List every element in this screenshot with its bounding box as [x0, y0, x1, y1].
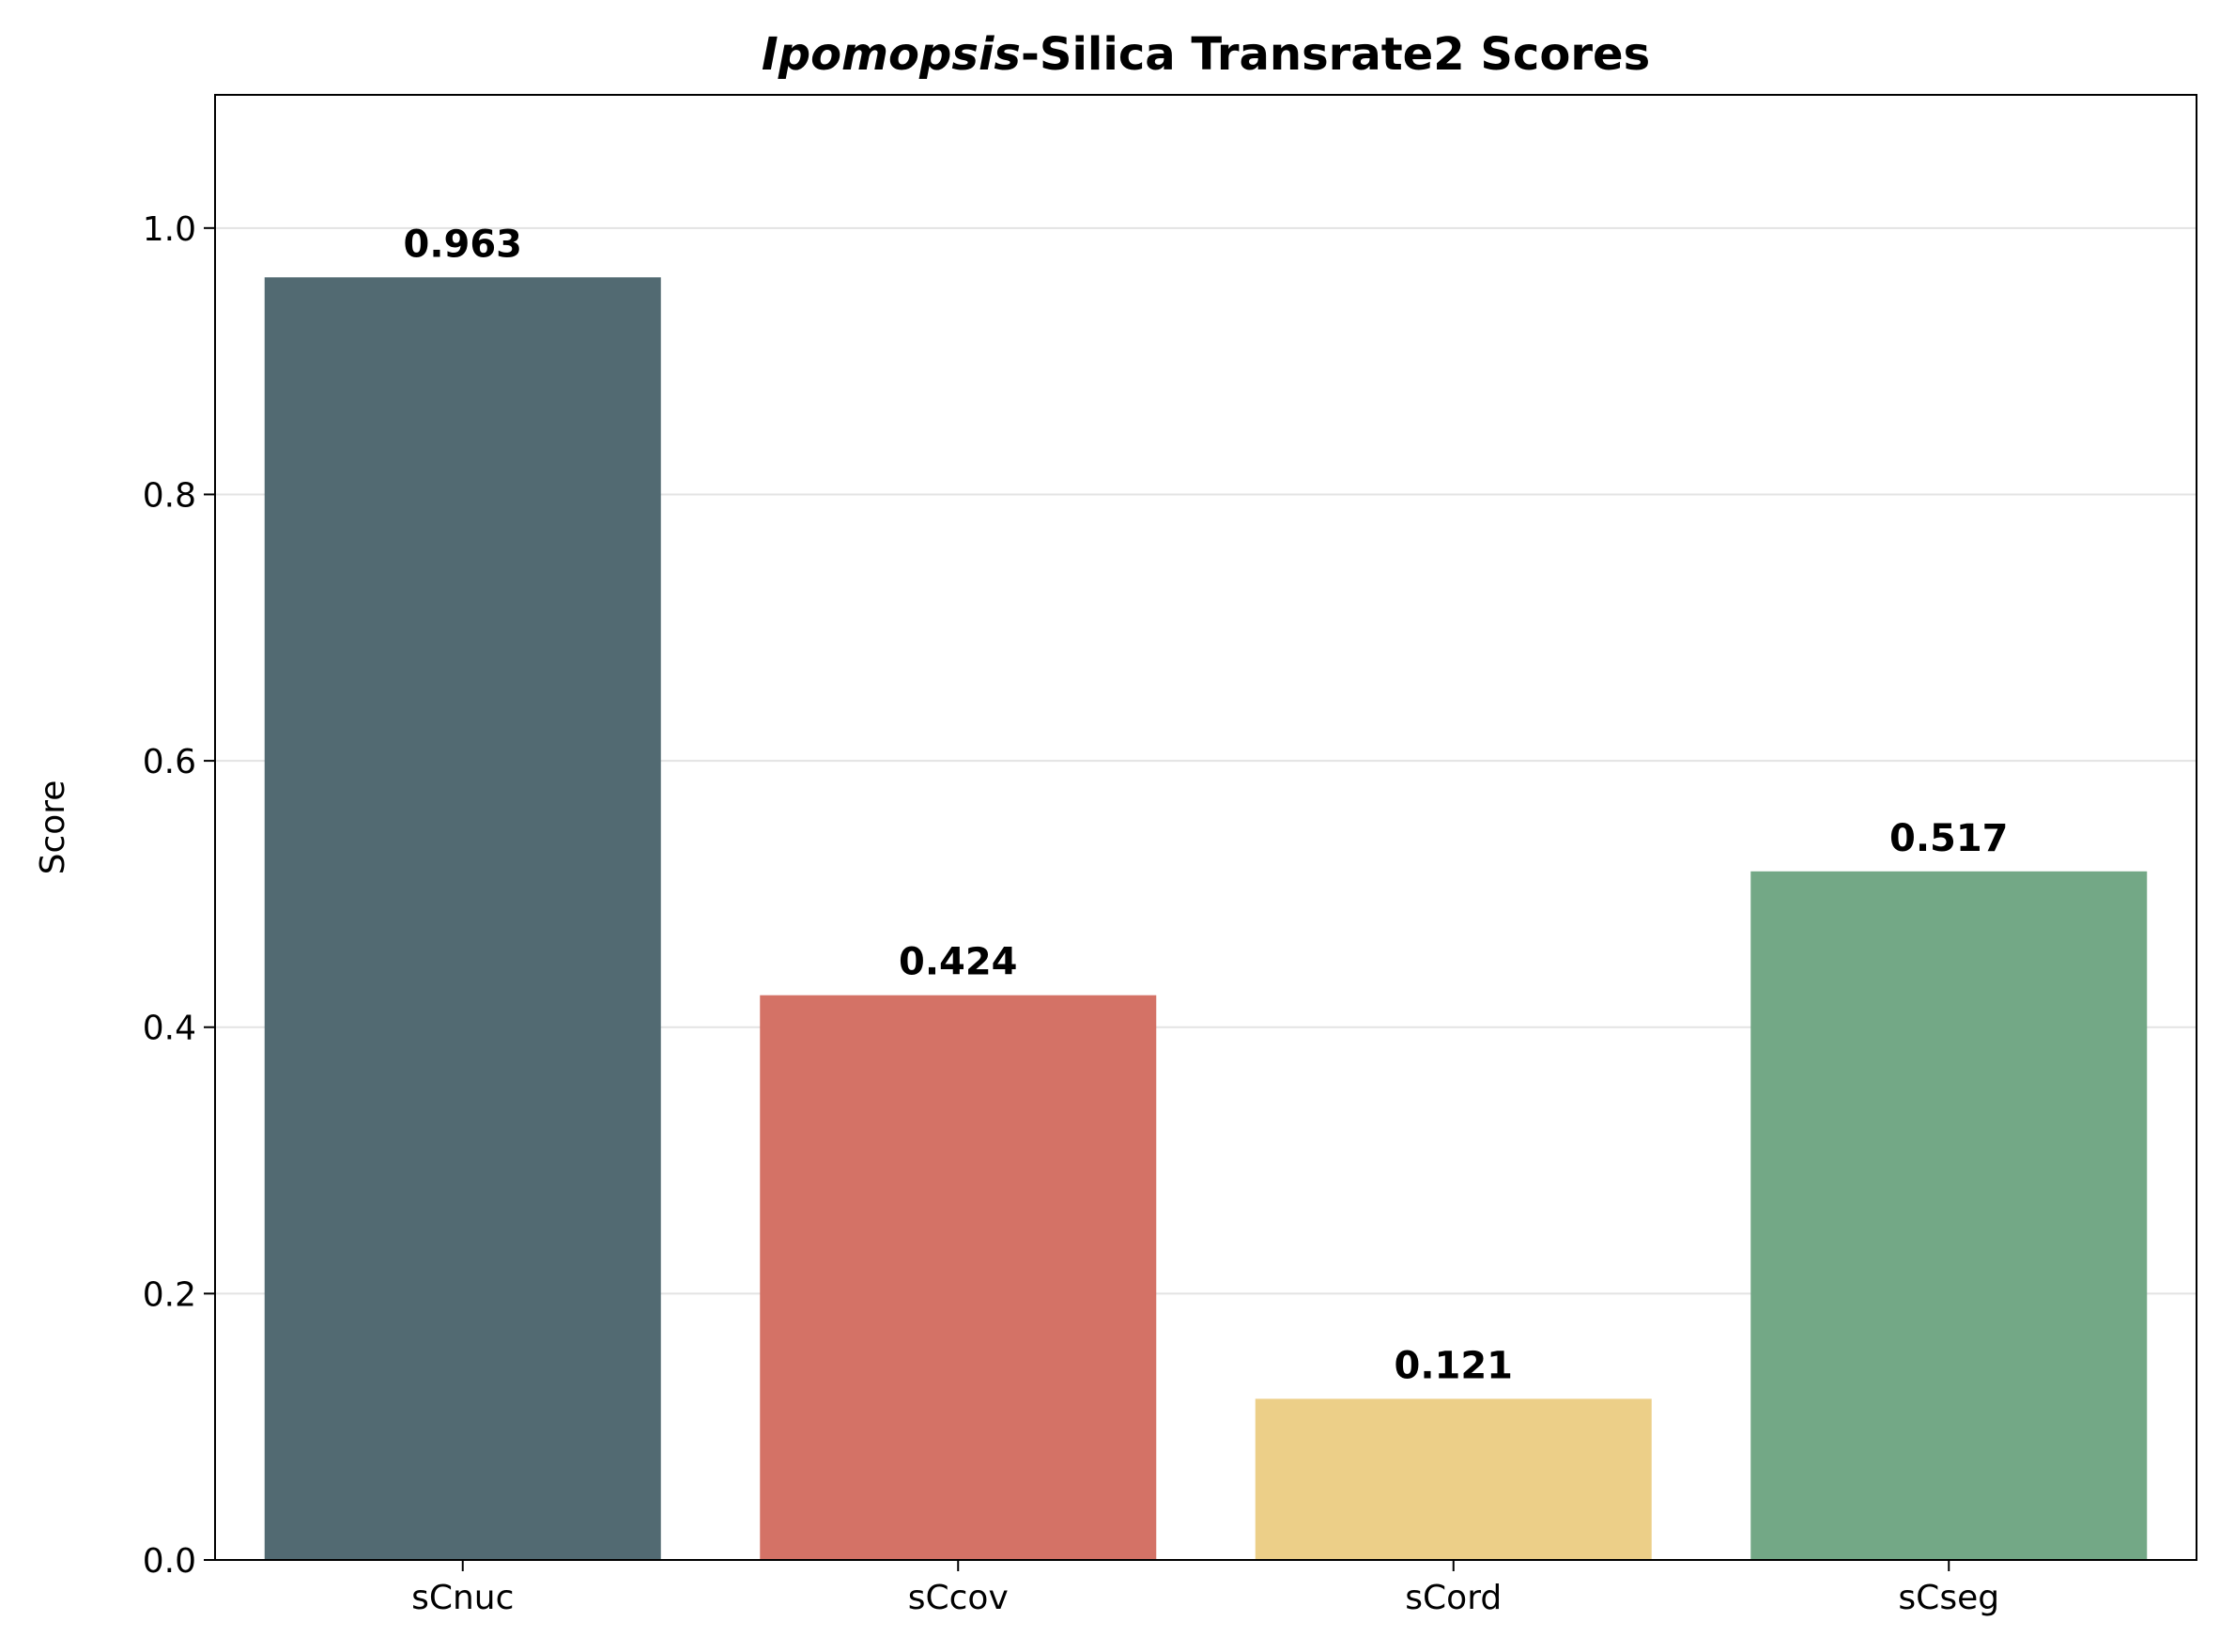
chart-title: Ipomopsis-Silica Transrate2 Scores — [762, 28, 1650, 81]
y-tick-label: 1.0 — [143, 210, 196, 249]
y-tick-label: 0.0 — [143, 1542, 196, 1581]
x-tick-label-sCcov: sCcov — [908, 1579, 1009, 1617]
x-axis-ticks: sCnuc sCcov sCord sCseg — [411, 1560, 1999, 1617]
value-label-sCnuc: 0.963 — [403, 223, 522, 266]
bar-sCcov — [760, 995, 1157, 1560]
y-tick-label: 0.8 — [143, 476, 196, 515]
value-labels: 0.963 0.424 0.121 0.517 — [403, 223, 2008, 1387]
bar-sCseg — [1750, 871, 2148, 1560]
x-tick-label-sCseg: sCseg — [1898, 1579, 1999, 1617]
chart-title-rest: -Silica Transrate2 Scores — [1021, 28, 1650, 81]
bars — [264, 277, 2148, 1561]
y-tick-label: 0.4 — [143, 1010, 196, 1048]
y-tick-label: 0.6 — [143, 743, 196, 781]
y-axis-label: Score — [34, 780, 72, 875]
value-label-sCseg: 0.517 — [1889, 817, 2009, 860]
value-label-sCord: 0.121 — [1394, 1344, 1513, 1387]
value-label-sCcov: 0.424 — [899, 941, 1018, 984]
chart-title-italic: Ipomopsis — [762, 28, 1021, 81]
bar-sCnuc — [264, 277, 661, 1561]
y-tick-label: 0.2 — [143, 1275, 196, 1314]
x-tick-label-sCord: sCord — [1405, 1579, 1502, 1617]
x-tick-label-sCnuc: sCnuc — [411, 1579, 514, 1617]
bar-sCord — [1255, 1398, 1652, 1560]
y-axis-ticks: 0.0 0.2 0.4 0.6 0.8 1.0 — [143, 210, 215, 1581]
plot-frame — [214, 94, 2197, 1561]
